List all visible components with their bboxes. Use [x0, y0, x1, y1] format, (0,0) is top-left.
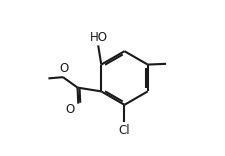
Text: O: O	[59, 62, 68, 75]
Text: HO: HO	[90, 31, 108, 44]
Text: O: O	[65, 103, 74, 116]
Text: Cl: Cl	[118, 124, 130, 137]
